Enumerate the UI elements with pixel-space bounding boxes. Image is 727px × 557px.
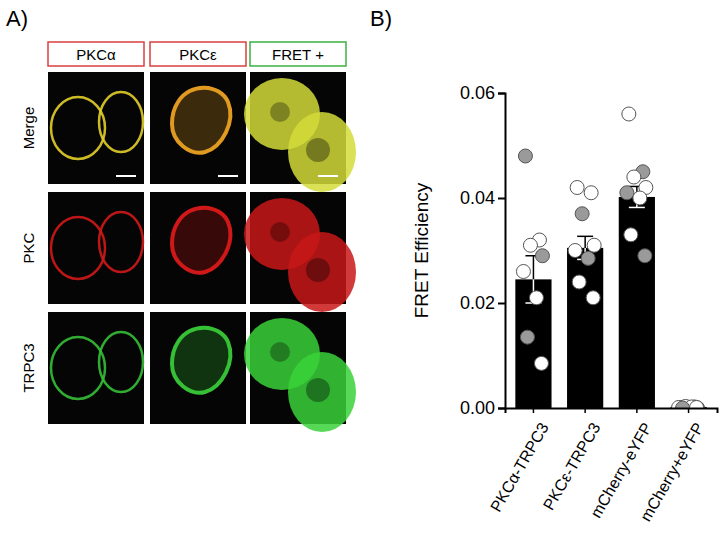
x-axis-line	[506, 409, 718, 414]
micrograph	[150, 312, 246, 424]
bar	[515, 279, 551, 408]
x-tick-label: mCherry+eYFP	[637, 420, 707, 524]
data-point	[572, 275, 586, 289]
x-tick-mark	[688, 408, 690, 413]
y-axis-title: FRET Efficiency	[411, 182, 432, 318]
y-tick-label: 0.04	[460, 188, 495, 208]
column-header-box	[48, 42, 144, 66]
x-tick: mCherry+eYFP	[637, 408, 707, 524]
column-header: PKCε	[179, 46, 217, 63]
data-point	[529, 291, 543, 305]
data-point	[624, 228, 638, 242]
scale-bar	[218, 175, 238, 177]
cell	[51, 337, 105, 399]
micrograph	[48, 72, 144, 184]
nucleus	[270, 222, 290, 242]
bar	[567, 248, 603, 408]
nucleus	[306, 258, 330, 282]
micrograph-ground	[48, 72, 144, 184]
cell	[99, 92, 143, 152]
panel-label: B)	[370, 6, 392, 31]
data-point	[638, 249, 652, 263]
data-point	[523, 238, 537, 252]
y-tick: 0.02	[460, 293, 505, 313]
y-tick-mark	[498, 93, 505, 95]
data-point	[520, 330, 534, 344]
column-header-box	[250, 42, 346, 66]
nucleus	[270, 102, 290, 122]
y-tick-label: 0.00	[460, 398, 495, 418]
data-point	[581, 251, 595, 265]
nucleus	[306, 378, 330, 402]
y-tick: 0.06	[460, 83, 505, 103]
data-point	[575, 207, 589, 221]
plot-marks	[515, 107, 706, 409]
data-point	[518, 149, 532, 163]
micrograph	[48, 312, 144, 424]
column-header: FRET +	[272, 46, 324, 63]
micrograph-ground	[48, 192, 144, 304]
data-point	[570, 181, 584, 195]
cell	[172, 208, 230, 273]
cell	[172, 88, 230, 153]
x-tick-mark	[533, 408, 535, 413]
nucleus	[306, 138, 330, 162]
micrograph	[150, 192, 246, 304]
y-tick-label: 0.02	[460, 293, 495, 313]
y-axis-line	[498, 94, 506, 409]
column-header-box	[150, 42, 246, 66]
data-point	[586, 291, 600, 305]
column-header: PKCα	[76, 46, 116, 63]
x-tick-mark	[584, 408, 586, 413]
data-point	[584, 186, 598, 200]
row-label: TRPC3	[20, 343, 37, 392]
data-point	[568, 244, 582, 258]
cell	[288, 112, 356, 192]
micrograph	[244, 192, 356, 312]
data-point	[534, 356, 548, 370]
scale-bar	[318, 175, 338, 177]
cell	[51, 217, 105, 279]
data-point	[622, 107, 636, 121]
y-tick: 0.04	[460, 188, 505, 208]
x-tick: PKCε-TRPC3	[540, 408, 604, 513]
micrograph-ground	[150, 72, 246, 184]
panel-label: A)	[6, 6, 28, 31]
micrograph-ground	[48, 312, 144, 424]
micrograph-ground	[150, 192, 246, 304]
y-tick-mark	[498, 198, 505, 200]
y-tick: 0.00	[460, 398, 505, 418]
scale-bar	[116, 175, 136, 177]
x-axis: PKCα-TRPC3PKCε-TRPC3mCherry-eYFPmCherry+…	[487, 408, 717, 524]
nucleus	[270, 342, 290, 362]
y-tick-mark	[498, 303, 505, 305]
row-label: PKC	[20, 232, 37, 263]
micrograph	[48, 192, 144, 304]
data-point	[535, 249, 549, 263]
data-point	[633, 191, 647, 205]
y-axis: 0.00 0.02 0.04 0.06	[460, 83, 506, 418]
cell	[172, 328, 230, 393]
figure: A)B)PKCαPKCεFRET +MergePKCTRPC30.000.020…	[0, 0, 727, 557]
micrograph	[150, 72, 246, 184]
micrograph-ground	[150, 312, 246, 424]
cell	[51, 97, 105, 159]
cell	[99, 332, 143, 392]
data-point	[516, 265, 530, 279]
y-tick-mark	[498, 408, 505, 410]
cell	[99, 212, 143, 272]
x-tick-mark	[636, 408, 638, 413]
bar	[619, 197, 655, 408]
row-label: Merge	[20, 107, 37, 150]
y-tick-label: 0.06	[460, 83, 495, 103]
micrograph	[244, 72, 356, 192]
data-point	[620, 186, 634, 200]
data-point	[627, 170, 641, 184]
cell	[288, 232, 356, 312]
micrograph	[244, 312, 356, 432]
data-point	[587, 238, 601, 252]
cell	[288, 352, 356, 432]
